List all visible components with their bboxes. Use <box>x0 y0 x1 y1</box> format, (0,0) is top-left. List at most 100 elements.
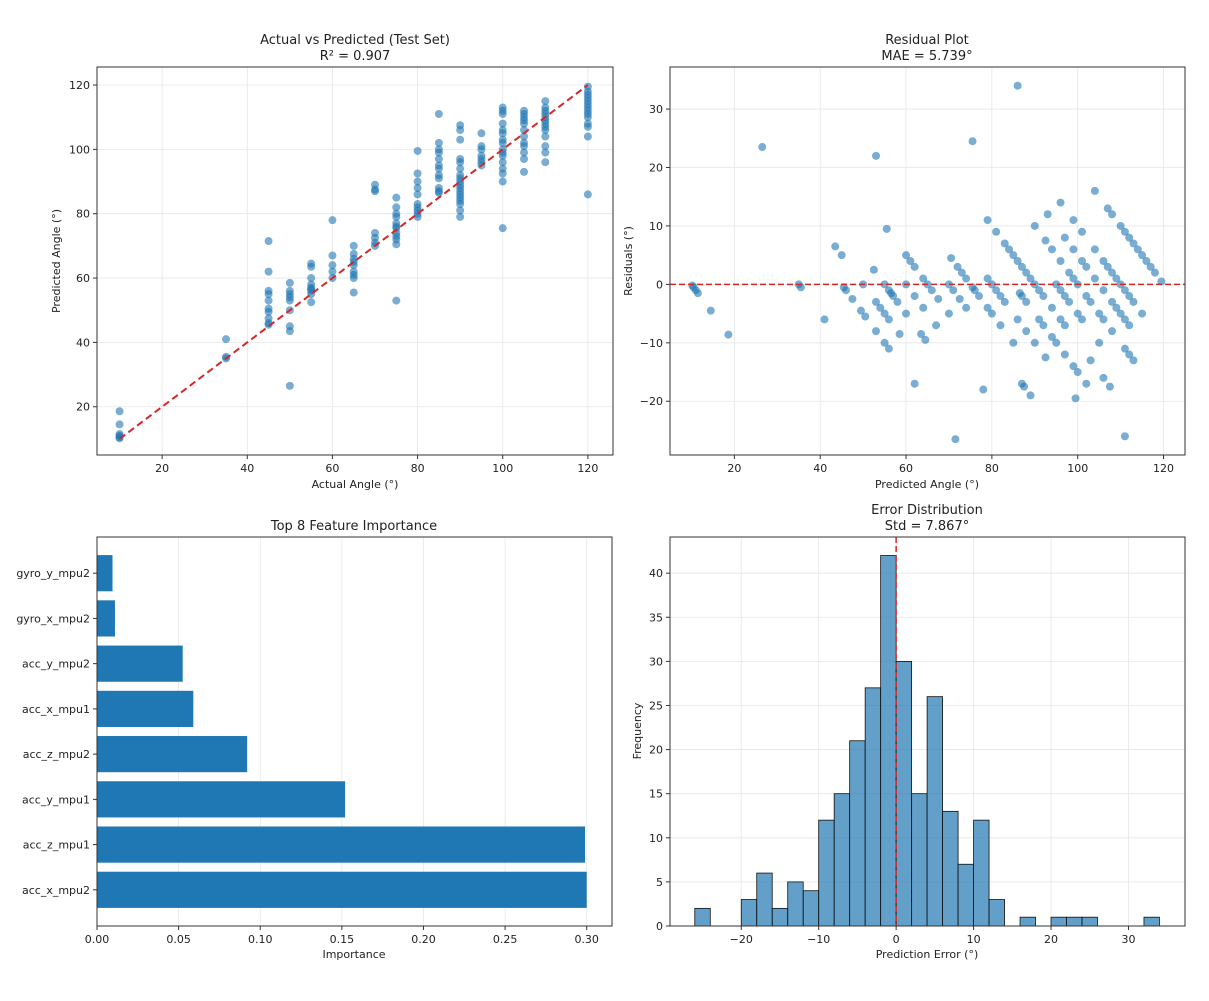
data-point <box>919 303 928 312</box>
data-point <box>520 142 529 151</box>
x-tick-label: 30 <box>1121 933 1135 946</box>
data-point <box>434 155 443 164</box>
y-tick-label: 120 <box>69 79 90 92</box>
y-tick-label: gyro_x_mpu2 <box>16 612 90 625</box>
data-point <box>1056 257 1065 265</box>
data-point <box>947 254 956 263</box>
y-axis-label: Frequency <box>631 702 644 759</box>
y-tick-label: −20 <box>640 395 663 408</box>
data-point <box>1090 245 1099 254</box>
y-tick-label: 20 <box>649 744 663 757</box>
data-point <box>706 306 715 315</box>
data-point <box>456 206 465 215</box>
x-tick-label: 60 <box>899 462 913 475</box>
data-point <box>307 262 316 271</box>
data-point <box>498 109 507 118</box>
x-tick-label: 20 <box>1044 933 1058 946</box>
data-point <box>1056 286 1065 295</box>
x-tick-label: 0.00 <box>85 933 110 946</box>
data-point <box>831 242 840 251</box>
data-point <box>861 312 870 321</box>
data-point <box>541 142 550 151</box>
data-point <box>1157 277 1166 286</box>
y-tick-label: 25 <box>649 699 663 712</box>
perfect-prediction-line <box>118 84 589 440</box>
data-point <box>115 407 124 416</box>
data-point <box>583 113 592 122</box>
data-point <box>944 309 953 318</box>
x-tick-label: 60 <box>325 462 339 475</box>
y-tick-label: acc_z_mpu1 <box>23 839 90 852</box>
data-point <box>906 257 915 265</box>
data-point <box>285 327 294 336</box>
data-point <box>392 296 401 305</box>
data-point <box>541 158 550 167</box>
data-point <box>1065 268 1074 277</box>
y-tick-label: 10 <box>649 220 663 233</box>
x-tick-label: 0.30 <box>574 933 599 946</box>
data-point <box>758 143 767 152</box>
data-point <box>413 177 422 186</box>
data-point <box>520 148 529 157</box>
data-point <box>349 288 358 297</box>
data-point <box>944 280 953 289</box>
data-point <box>992 286 1001 295</box>
data-point <box>1069 245 1078 254</box>
data-point <box>328 216 337 225</box>
data-point <box>872 327 880 336</box>
data-point <box>1082 262 1091 271</box>
residual-plot: Residual Plot MAE = 5.739° Predicted Ang… <box>622 33 1186 491</box>
data-point <box>392 212 401 221</box>
data-point <box>456 158 465 167</box>
data-point <box>1129 356 1138 365</box>
data-point <box>1112 274 1121 283</box>
bar-acc_x_mpu1 <box>97 690 194 727</box>
data-point <box>1030 221 1039 230</box>
plot-title: Top 8 Feature Importance <box>270 519 437 534</box>
data-point <box>264 290 273 299</box>
histogram-bar <box>864 687 882 927</box>
data-point <box>264 267 273 276</box>
data-point <box>884 344 893 353</box>
data-point <box>264 296 273 305</box>
data-point <box>456 200 465 209</box>
plot-subtitle: R² = 0.907 <box>320 49 391 64</box>
data-point <box>264 237 273 246</box>
data-point <box>307 298 316 307</box>
data-point <box>498 158 507 167</box>
bar-acc_y_mpu2 <box>97 645 183 682</box>
data-point <box>477 129 486 138</box>
data-point <box>962 303 971 312</box>
data-point <box>880 309 889 318</box>
histogram-bar <box>740 899 758 927</box>
data-point <box>1086 356 1095 365</box>
data-point <box>434 174 443 183</box>
data-point <box>882 224 891 233</box>
x-tick-label: −10 <box>807 933 830 946</box>
y-tick-label: 5 <box>656 876 663 889</box>
x-tick-label: 0.20 <box>411 933 436 946</box>
x-tick-label: 80 <box>985 462 999 475</box>
data-point <box>1099 286 1108 295</box>
plot-subtitle: MAE = 5.739° <box>881 49 972 64</box>
data-point <box>1060 350 1069 359</box>
data-point <box>983 303 992 312</box>
data-points <box>115 82 592 443</box>
data-point <box>1146 262 1155 271</box>
bar-gyro_y_mpu2 <box>97 555 113 592</box>
histogram-bar <box>756 872 773 927</box>
data-point <box>910 379 919 388</box>
error-distribution-plot: Error Distribution Std = 7.867° Predicti… <box>631 503 1186 961</box>
data-point <box>1120 286 1129 295</box>
data-point <box>876 303 885 312</box>
data-point <box>1000 239 1009 248</box>
data-point <box>951 435 960 444</box>
data-point <box>1069 274 1078 283</box>
data-point <box>910 262 919 271</box>
data-point <box>1039 292 1048 301</box>
data-point <box>434 164 443 173</box>
bar-gyro_x_mpu2 <box>97 600 115 637</box>
y-tick-label: acc_x_mpu1 <box>22 703 90 716</box>
data-point <box>498 224 507 233</box>
data-point <box>1026 274 1035 283</box>
